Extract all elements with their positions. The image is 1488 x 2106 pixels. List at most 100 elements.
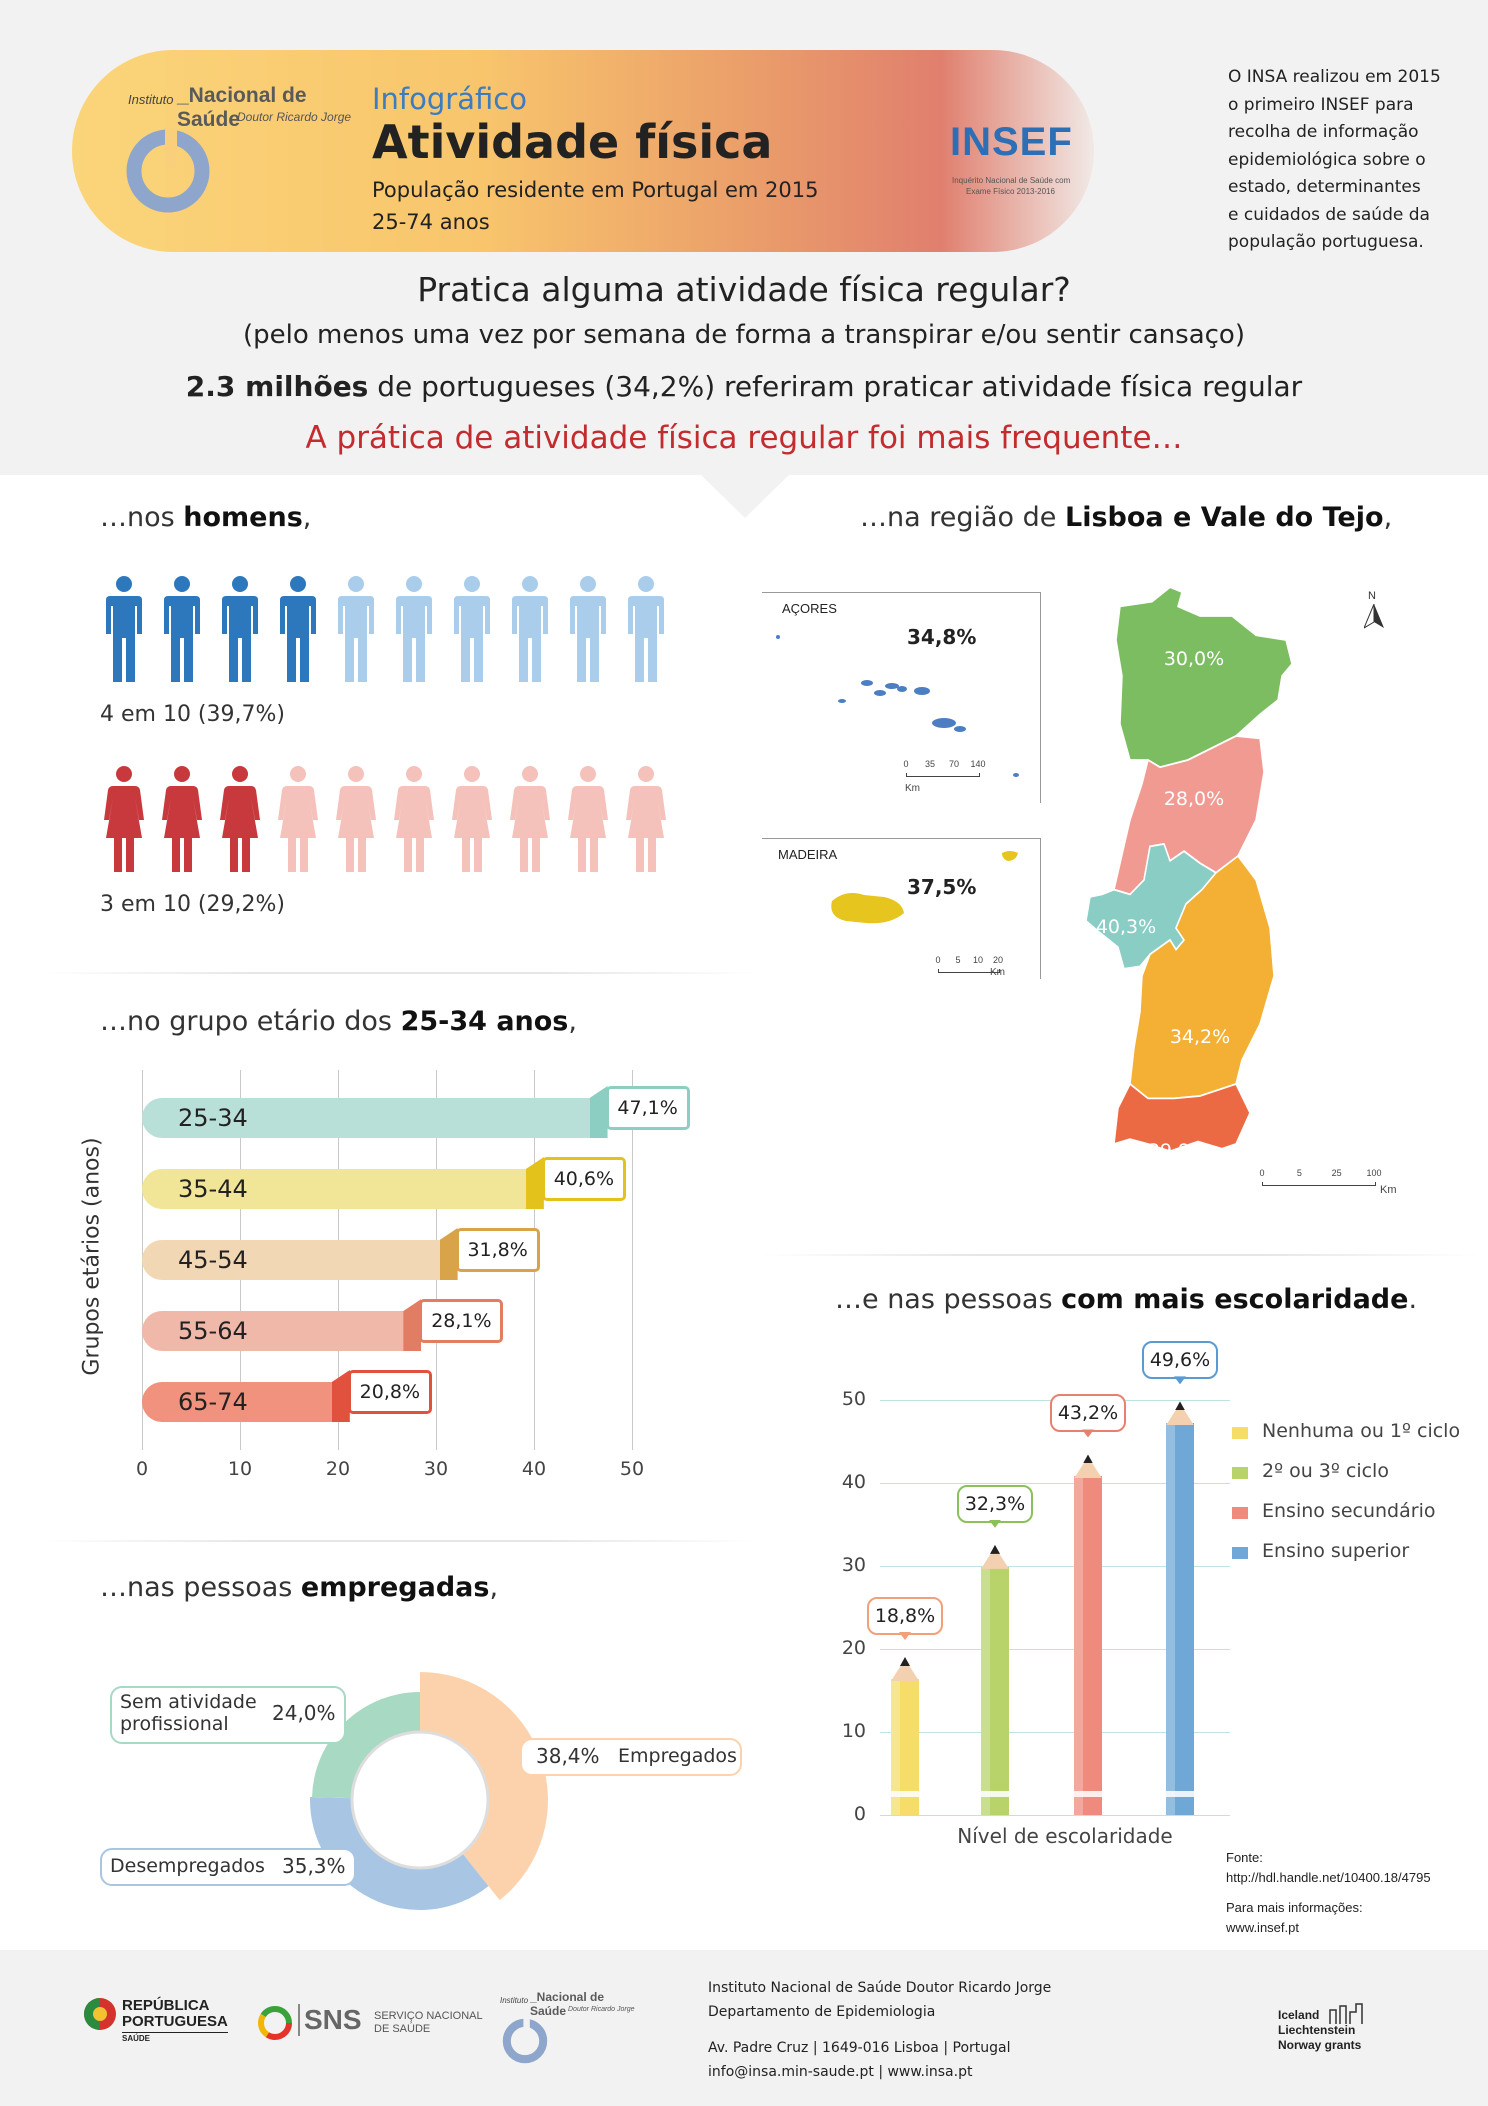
sns-sub-2: DE SAÚDE: [374, 2023, 431, 2035]
age-bar-accent: [439, 1228, 458, 1280]
education-bar: [1166, 1423, 1194, 1815]
education-title-pre: …e nas pessoas: [835, 1284, 1062, 1315]
man-icon: [106, 576, 142, 682]
grants-text: Iceland Liechtenstein Norway grants: [1278, 2008, 1361, 2053]
map-region-label: 28,0%: [1163, 788, 1225, 810]
scale-tick-label: 0: [935, 955, 941, 965]
y-tick-label: 10: [841, 1720, 866, 1742]
grants-icon: [1329, 2003, 1363, 2024]
man-icon: [164, 576, 200, 682]
notch-arrow: [700, 474, 790, 518]
callout-sem: Sem atividade profissional 24,0%: [110, 1686, 346, 1744]
grants-2: Liechtenstein: [1278, 2023, 1356, 2037]
pencil-band: [1074, 1791, 1102, 1797]
insa-small: Instituto: [128, 92, 174, 107]
age-category-label: 25-34: [178, 1104, 248, 1132]
pencil-band: [1166, 1791, 1194, 1797]
acores-label: AÇORES: [782, 601, 837, 616]
women-caption: 3 em 10 (29,2%): [100, 892, 285, 917]
insa-footer-small: Instituto: [500, 1996, 529, 2005]
man-icon: [512, 576, 548, 682]
republica-3: SAÚDE: [122, 2032, 228, 2045]
age-value-label: 28,1%: [419, 1299, 504, 1343]
education-value-label: 32,3%: [957, 1484, 1033, 1523]
map-labels: 30,0% 28,0% 40,3% 34,2% 39,9%: [1060, 580, 1400, 1200]
info-url[interactable]: www.insef.pt: [1226, 1920, 1299, 1935]
desemp-value: 35,3%: [282, 1854, 346, 1878]
woman-icon: [510, 766, 550, 872]
legend-label: Ensino superior: [1262, 1540, 1410, 1562]
woman-icon: [278, 766, 318, 872]
man-icon: [628, 576, 664, 682]
acores-island: [861, 680, 873, 686]
woman-icon: [394, 766, 434, 872]
main-scale: 0 5 25 100: [1259, 1168, 1382, 1190]
pencil-lead: [1175, 1401, 1185, 1411]
source: Fonte: http://hdl.handle.net/10400.18/47…: [1226, 1848, 1431, 1938]
education-bar: [981, 1566, 1009, 1815]
address-line: Av. Padre Cruz | 1649-016 Lisboa | Portu…: [708, 2040, 1011, 2056]
scale-tick-label: 0: [903, 759, 909, 769]
address-line: Departamento de Epidemiologia: [708, 2004, 936, 2020]
x-tick-label: 40: [521, 1458, 547, 1480]
page-title: Atividade física: [372, 115, 773, 169]
acores-km: Km: [905, 783, 920, 794]
intro-line: população portuguesa.: [1228, 232, 1424, 252]
legend-swatch: [1232, 1507, 1248, 1519]
red-line: A prática de atividade física regular fo…: [305, 420, 1183, 456]
acores-island: [874, 690, 886, 696]
highlight-bold: 2.3 milhões: [185, 370, 369, 403]
x-tick-label: 20: [325, 1458, 351, 1480]
age-title-post: ,: [568, 1006, 577, 1037]
men-icons: [104, 572, 684, 687]
woman-icon: [568, 766, 608, 872]
address-line: Instituto Nacional de Saúde Doutor Ricar…: [708, 1980, 1052, 1996]
education-value-label: 49,6%: [1142, 1341, 1218, 1380]
insa-emblem-icon: [126, 128, 210, 213]
men-caption: 4 em 10 (39,7%): [100, 702, 285, 727]
acores-scale: 0 35 70 140: [903, 759, 986, 781]
woman-icon: [336, 766, 376, 872]
acores-island: [932, 718, 956, 728]
north-arrow-icon: [1364, 604, 1384, 629]
age-value-label: 47,1%: [605, 1086, 690, 1130]
insef-caption-1: Inquérito Nacional de Saúde com: [952, 176, 1071, 185]
republica-text: REPÚBLICA PORTUGUESA SAÚDE: [122, 1998, 228, 2045]
y-tick-label: 40: [841, 1471, 866, 1493]
subtitle-2: 25-74 anos: [372, 210, 490, 234]
address-line: info@insa.min-saude.pt | www.insa.pt: [708, 2064, 973, 2080]
scale-tick-label: 10: [972, 955, 983, 965]
madeira-island: [831, 893, 904, 924]
sem-value: 24,0%: [272, 1701, 336, 1725]
employment-title-pre: …nas pessoas: [100, 1572, 301, 1603]
employment-title-post: ,: [489, 1572, 499, 1603]
fonte-url[interactable]: http://hdl.handle.net/10400.18/4795: [1226, 1870, 1431, 1885]
region-title: …na região de Lisboa e Vale do Tejo,: [860, 502, 1392, 533]
highlight-line: 2.3 milhões de portugueses (34,2%) refer…: [0, 370, 1488, 403]
region-title-bold: Lisboa e Vale do Tejo: [1064, 502, 1384, 533]
separator: [40, 972, 760, 974]
region-title-pre: …na região de: [860, 502, 1065, 533]
subtitle-1: População residente em Portugal em 2015: [372, 178, 819, 202]
y-tick-label: 30: [841, 1554, 866, 1576]
scale-tick-label: 20: [992, 955, 1003, 965]
region-title-post: ,: [1383, 502, 1393, 533]
intro-line: epidemiológica sobre o: [1228, 149, 1426, 170]
callout-emp: 38,4% Empregados: [520, 1738, 742, 1776]
madeira-value: 37,5%: [907, 875, 977, 899]
employment-title: …nas pessoas empregadas,: [100, 1572, 498, 1603]
sns-text: SNS: [298, 2004, 362, 2036]
sns-logo-icon: [258, 2006, 292, 2040]
employment-title-bold: empregadas: [300, 1572, 490, 1603]
sem-label-2: profissional: [120, 1713, 229, 1735]
man-icon: [454, 576, 490, 682]
education-chart: 0 10 20 30 40 50 18,8% 32,3% 43,2% 49,6%: [830, 1330, 1230, 1850]
sex-title-bold: homens: [183, 502, 303, 533]
fonte-label: Fonte:: [1226, 1850, 1263, 1865]
scale-tick-label: 5: [955, 955, 961, 965]
grid-line: [880, 1815, 1230, 1816]
woman-icon: [626, 766, 666, 872]
woman-icon: [162, 766, 202, 872]
education-value-label: 43,2%: [1050, 1394, 1126, 1433]
madeira-km: Km: [990, 967, 1005, 978]
